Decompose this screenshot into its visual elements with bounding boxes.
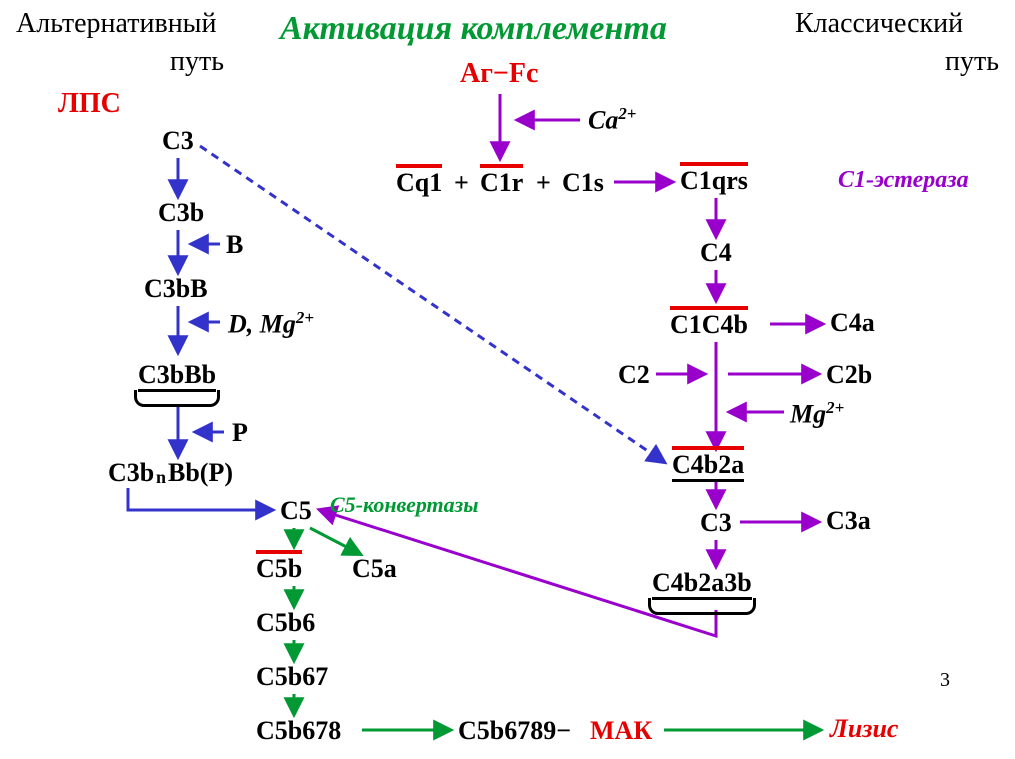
node-c5b678: C5b678 [256,718,341,744]
node-mg2: Mg2+ [790,400,844,428]
node-agfc: Аг−Fc [460,60,538,88]
node-c1c4b: C1C4b [670,312,748,338]
alternative-line2: путь [170,48,224,76]
diagram-stage: Активация комплемента Альтернативный пут… [0,0,1015,759]
node-c3bnbbp_pre: C3b [108,460,154,486]
node-dmg: D, Mg2+ [228,310,314,338]
node-c1s: C1s [562,170,604,196]
classical-line2: путь [945,48,999,76]
node-c3: C3 [162,128,194,154]
node-c3r: C3 [700,510,732,536]
node-c4b2a3b: C4b2a3b [652,570,752,596]
node-c5: C5 [280,498,312,524]
node-pagenum: 3 [940,670,950,690]
classical-line1: Классический [795,10,963,38]
node-c5a: C5a [352,556,397,582]
node-c2b: C2b [826,362,872,388]
node-c2: C2 [618,362,650,388]
node-lysis: Лизис [830,716,898,742]
node-c3bnbbp_suf: Bb(P) [168,460,233,486]
node-c5b6789: C5b6789− [458,718,571,744]
node-c4b2a: C4b2a [672,452,744,478]
node-c3bbb: C3bBb [138,362,216,388]
node-c1r: C1r [480,170,523,196]
node-c3bnbbp_n: n [156,468,166,486]
node-c3b: C3b [158,200,204,226]
node-p: P [232,420,248,446]
node-c3a: C3a [826,508,871,534]
node-c5b67: C5b67 [256,664,328,690]
node-c4: C4 [700,240,732,266]
node-b: B [226,232,243,258]
polyline-pl-c3bn-c5 [128,488,272,510]
node-plus1: + [454,170,469,196]
title: Активация комплемента [280,12,667,46]
node-c5conv: С5-конвертазы [330,494,479,516]
node-c5b6: C5b6 [256,610,315,636]
node-ca2: Ca2+ [588,106,636,134]
node-c4a: C4a [830,310,875,336]
node-plus2: + [536,170,551,196]
alternative-line1: Альтернативный [16,10,216,38]
node-lps: ЛПС [58,90,121,118]
node-c1qrs: C1qrs [680,168,748,194]
node-c5b: C5b [256,556,302,582]
arrow-a-c5-c5a [310,528,360,554]
node-c3bb: C3bB [144,276,208,302]
node-cq1: Cq1 [396,170,442,196]
node-c1est: С1-эстераза [838,168,969,192]
node-mak: МАК [590,718,652,744]
